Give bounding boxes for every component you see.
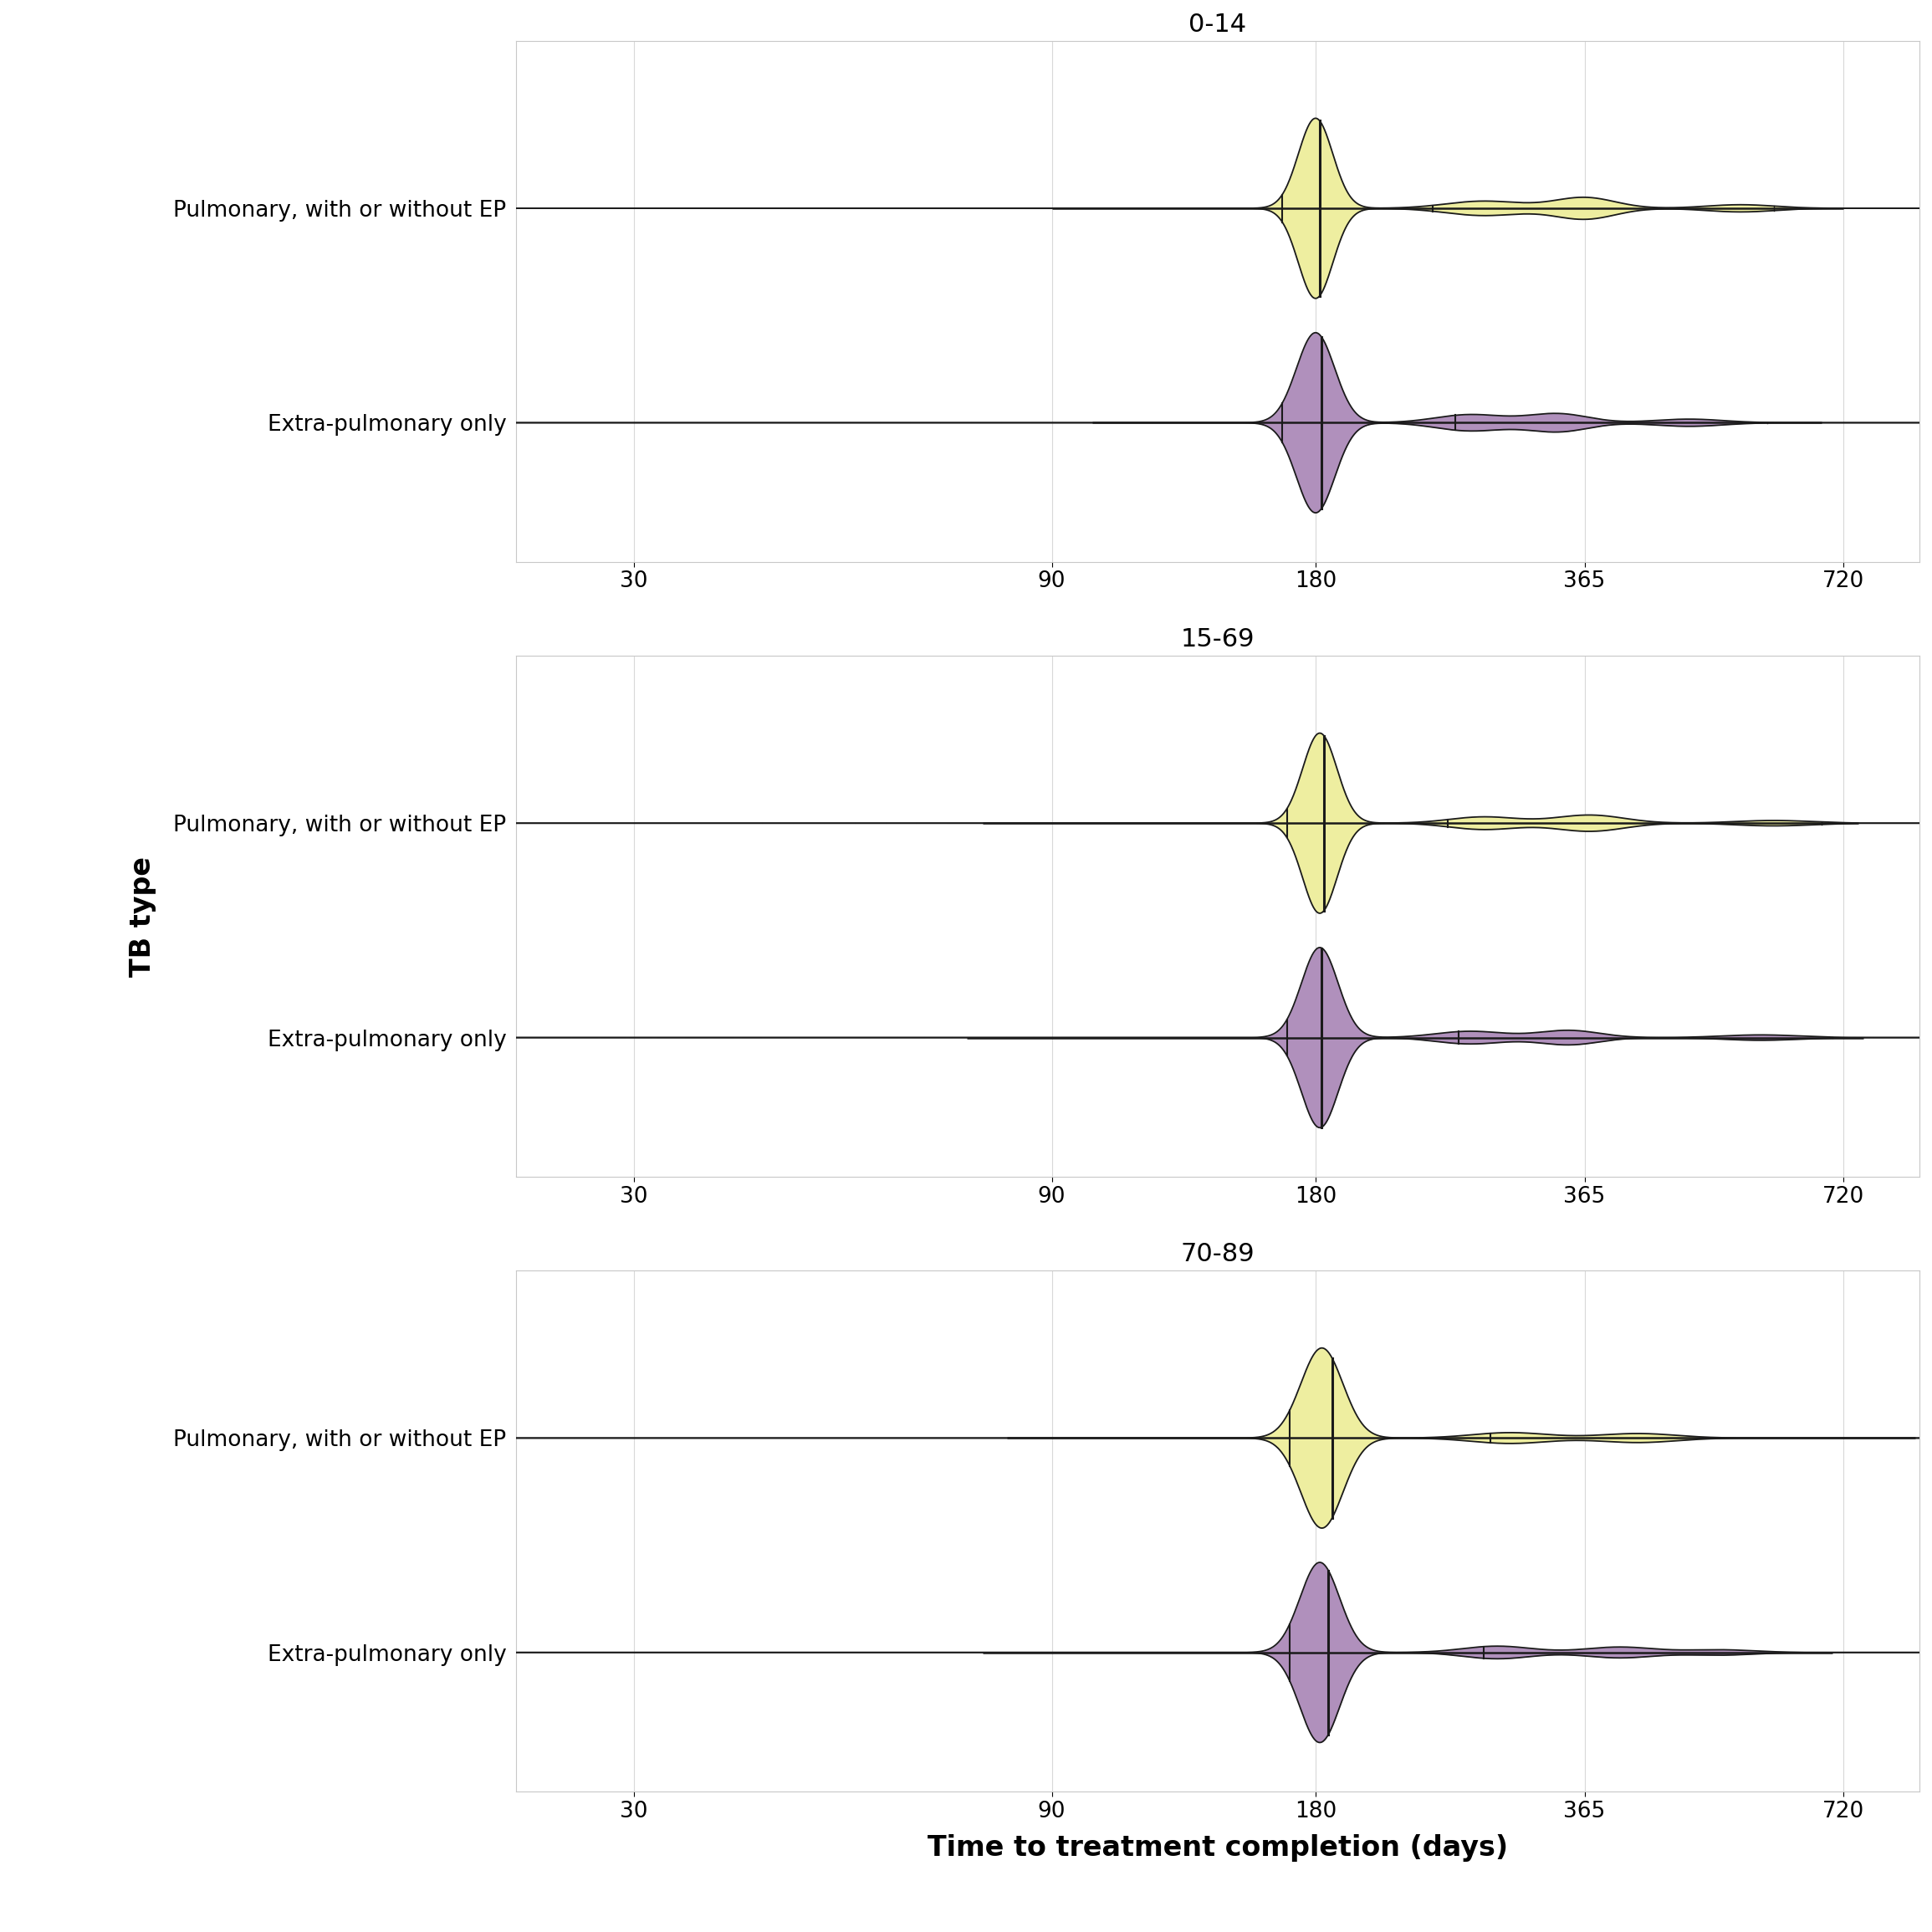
Title: 15-69: 15-69 [1180, 628, 1254, 651]
Y-axis label: TB type: TB type [128, 856, 156, 978]
Title: 0-14: 0-14 [1188, 12, 1246, 37]
X-axis label: Time to treatment completion (days): Time to treatment completion (days) [927, 1833, 1507, 1862]
Title: 70-89: 70-89 [1180, 1242, 1254, 1267]
